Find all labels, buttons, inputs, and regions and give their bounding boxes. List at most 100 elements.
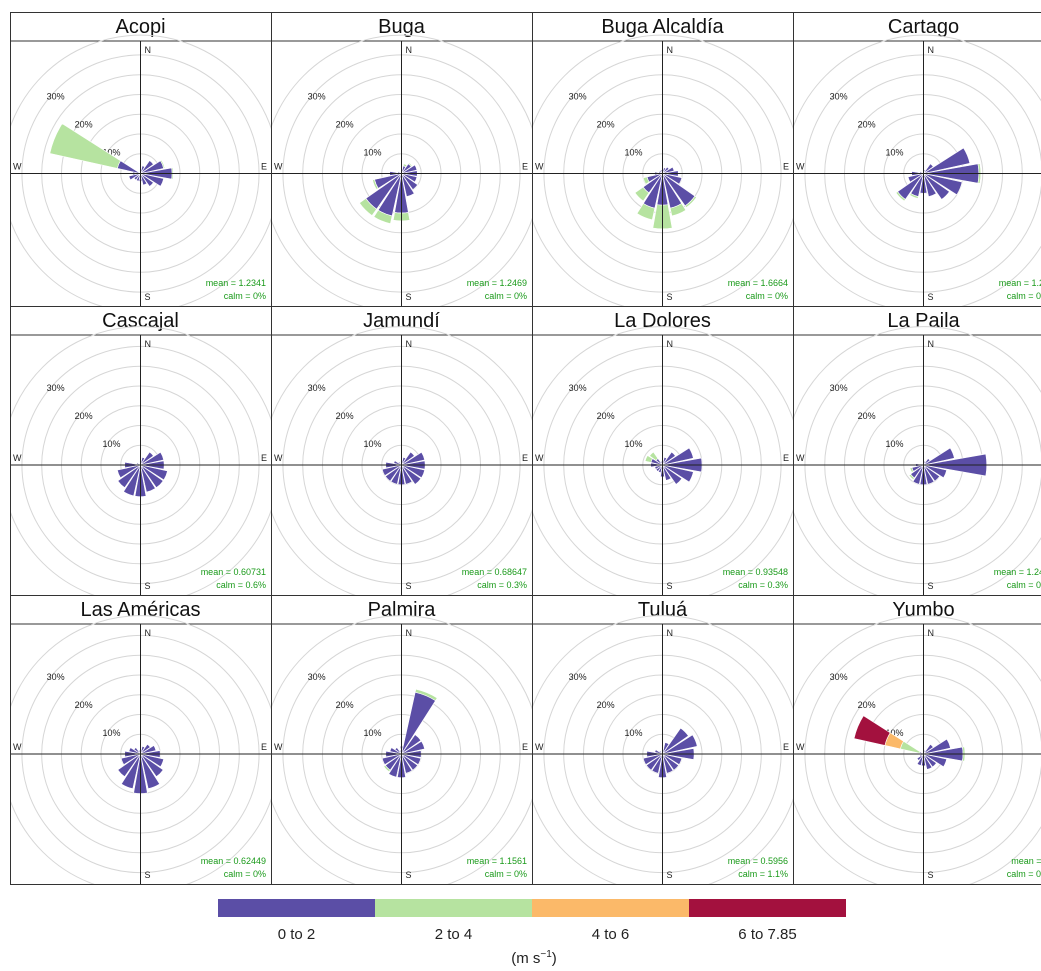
windrose-petal <box>853 715 891 746</box>
windrose-petal <box>651 753 663 774</box>
calm-stat: calm = 0% <box>224 291 266 301</box>
compass-label: E <box>783 453 789 463</box>
radial-label: 30% <box>830 92 848 102</box>
calm-stat: calm = 0% <box>485 291 527 301</box>
compass-label: N <box>145 628 152 638</box>
compass-label: S <box>928 870 934 880</box>
compass-label: E <box>522 453 528 463</box>
compass-label: N <box>145 45 152 55</box>
windrose-petal <box>384 464 402 482</box>
compass-label: W <box>13 453 22 463</box>
windrose-petal <box>401 451 426 466</box>
compass-label: W <box>535 742 544 752</box>
legend-swatch <box>218 899 375 917</box>
windrose-petal <box>140 743 151 755</box>
radial-label: 20% <box>336 700 354 710</box>
compass-label: S <box>667 581 673 591</box>
windrose-petal <box>401 740 426 755</box>
radial-label: 20% <box>597 700 615 710</box>
compass-label: N <box>928 45 935 55</box>
mean-stat: mean = 0.60731 <box>201 567 266 577</box>
windrose-petal <box>137 749 141 755</box>
windrose-petal <box>923 447 955 466</box>
windrose-petal <box>373 209 393 225</box>
windrose-petal <box>358 198 377 217</box>
windrose-petal <box>634 186 650 202</box>
compass-label: S <box>406 292 412 302</box>
radial-label: 30% <box>308 92 326 102</box>
windrose-petal <box>662 464 683 485</box>
compass-label: W <box>13 742 22 752</box>
panel-title: Cartago <box>888 16 959 38</box>
compass-label: E <box>783 742 789 752</box>
compass-label: E <box>261 453 267 463</box>
compass-label: W <box>535 453 544 463</box>
calm-stat: calm = 1.1% <box>738 869 788 879</box>
windrose-petal <box>916 753 924 761</box>
windrose-petal <box>662 166 670 174</box>
windrose-petal <box>389 747 402 755</box>
radial-label: 30% <box>569 383 587 393</box>
radial-label: 30% <box>47 672 65 682</box>
windrose-petal <box>662 753 683 766</box>
windrose-petal <box>908 473 915 480</box>
windrose-petal <box>120 753 141 790</box>
windrose-petal <box>381 753 402 766</box>
compass-label: E <box>261 742 267 752</box>
windrose-petal <box>654 464 663 470</box>
windrose-petal <box>662 753 680 771</box>
windrose-petal <box>662 734 698 755</box>
windrose-petal <box>923 173 963 196</box>
windrose-petal <box>402 163 408 168</box>
windrose-petal <box>401 753 422 766</box>
windrose-petal <box>649 451 659 461</box>
windrose-petal <box>923 753 948 768</box>
compass-label: S <box>667 292 673 302</box>
radial-label: 30% <box>308 383 326 393</box>
compass-label: N <box>928 628 935 638</box>
compass-label: W <box>274 742 283 752</box>
windrose-petal <box>388 753 402 778</box>
windrose-petal <box>895 191 906 202</box>
compass-label: S <box>145 581 151 591</box>
compass-label: W <box>535 162 544 172</box>
radial-label: 30% <box>47 92 65 102</box>
windrose-petal <box>662 742 670 755</box>
windrose-petal <box>659 169 663 174</box>
compass-label: W <box>274 162 283 172</box>
windrose-petal <box>394 747 402 755</box>
windrose-petal <box>923 753 933 770</box>
radial-label: 10% <box>103 439 121 449</box>
windrose-petal <box>401 464 422 485</box>
windrose-petal <box>117 464 141 489</box>
compass-label: S <box>406 870 412 880</box>
compass-label: N <box>667 628 674 638</box>
windrose-petal <box>401 464 426 479</box>
radial-label: 30% <box>569 672 587 682</box>
compass-label: E <box>522 742 528 752</box>
calm-stat: calm = 0% <box>1007 869 1041 879</box>
windrose-petal <box>372 179 379 190</box>
windrose-petal <box>401 451 415 466</box>
windrose-petal <box>160 159 166 169</box>
radial-label: 20% <box>75 120 93 130</box>
mean-stat: mean = 0.68647 <box>462 567 527 577</box>
radial-label: 30% <box>47 383 65 393</box>
compass-label: E <box>522 162 528 172</box>
windrose-petal <box>644 455 653 463</box>
legend-swatch <box>375 899 532 917</box>
windrose-petal <box>923 743 934 755</box>
windrose-petal <box>381 464 402 477</box>
windrose-petal <box>414 688 438 702</box>
compass-label: E <box>261 162 267 172</box>
compass-label: S <box>928 581 934 591</box>
panel-title: Las Américas <box>80 599 200 621</box>
radial-label: 10% <box>886 728 904 738</box>
mean-stat: mean = 1.2469 <box>467 278 527 288</box>
